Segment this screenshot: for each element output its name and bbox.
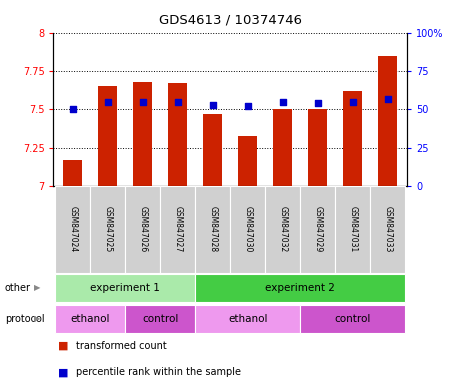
Bar (90, 186, 125, 273)
Text: GSM847028: GSM847028 (208, 206, 217, 253)
Text: ■: ■ (58, 367, 69, 377)
Bar (343, 91, 362, 186)
Text: GSM847024: GSM847024 (68, 206, 77, 253)
Point (384, 96, 392, 102)
Text: GSM847029: GSM847029 (313, 206, 322, 253)
Point (209, 102, 216, 108)
Point (104, 99, 112, 105)
Bar (195, 274, 405, 302)
Bar (63, 160, 82, 186)
Text: other: other (5, 283, 31, 293)
Text: protocol: protocol (5, 314, 44, 324)
Bar (55, 274, 195, 302)
Bar (55, 186, 90, 273)
Text: GSM847030: GSM847030 (243, 206, 252, 253)
Bar (133, 82, 153, 186)
Text: GSM847032: GSM847032 (278, 206, 287, 253)
Bar (195, 305, 300, 333)
Bar (265, 186, 300, 273)
Text: GDS4613 / 10374746: GDS4613 / 10374746 (159, 13, 302, 26)
Bar (335, 186, 370, 273)
Text: ▶: ▶ (34, 283, 41, 293)
Text: control: control (142, 314, 179, 324)
Bar (203, 114, 222, 186)
Text: experiment 2: experiment 2 (265, 283, 335, 293)
Point (244, 103, 252, 109)
Text: GSM847026: GSM847026 (138, 206, 147, 253)
Bar (230, 186, 265, 273)
Text: ■: ■ (58, 341, 69, 351)
Bar (300, 186, 335, 273)
Text: GSM847025: GSM847025 (103, 206, 112, 253)
Point (174, 99, 181, 105)
Text: GSM847031: GSM847031 (348, 206, 357, 253)
Bar (160, 186, 195, 273)
Point (279, 99, 286, 105)
Text: ethanol: ethanol (71, 314, 110, 324)
Bar (238, 136, 257, 186)
Text: ▶: ▶ (34, 314, 41, 323)
Point (349, 99, 356, 105)
Text: control: control (334, 314, 371, 324)
Bar (273, 109, 292, 186)
Text: ethanol: ethanol (228, 314, 267, 324)
Bar (125, 305, 195, 333)
Bar (378, 56, 397, 186)
Point (314, 100, 321, 106)
Text: transformed count: transformed count (76, 341, 166, 351)
Text: GSM847033: GSM847033 (383, 206, 392, 253)
Point (69, 106, 76, 113)
Bar (308, 109, 327, 186)
Bar (300, 305, 405, 333)
Bar (98, 86, 117, 186)
Bar (55, 305, 125, 333)
Bar (370, 186, 405, 273)
Text: GSM847027: GSM847027 (173, 206, 182, 253)
Bar (125, 186, 160, 273)
Bar (195, 186, 230, 273)
Point (139, 99, 146, 105)
Bar (168, 83, 187, 186)
Text: percentile rank within the sample: percentile rank within the sample (76, 367, 241, 377)
Text: experiment 1: experiment 1 (90, 283, 160, 293)
